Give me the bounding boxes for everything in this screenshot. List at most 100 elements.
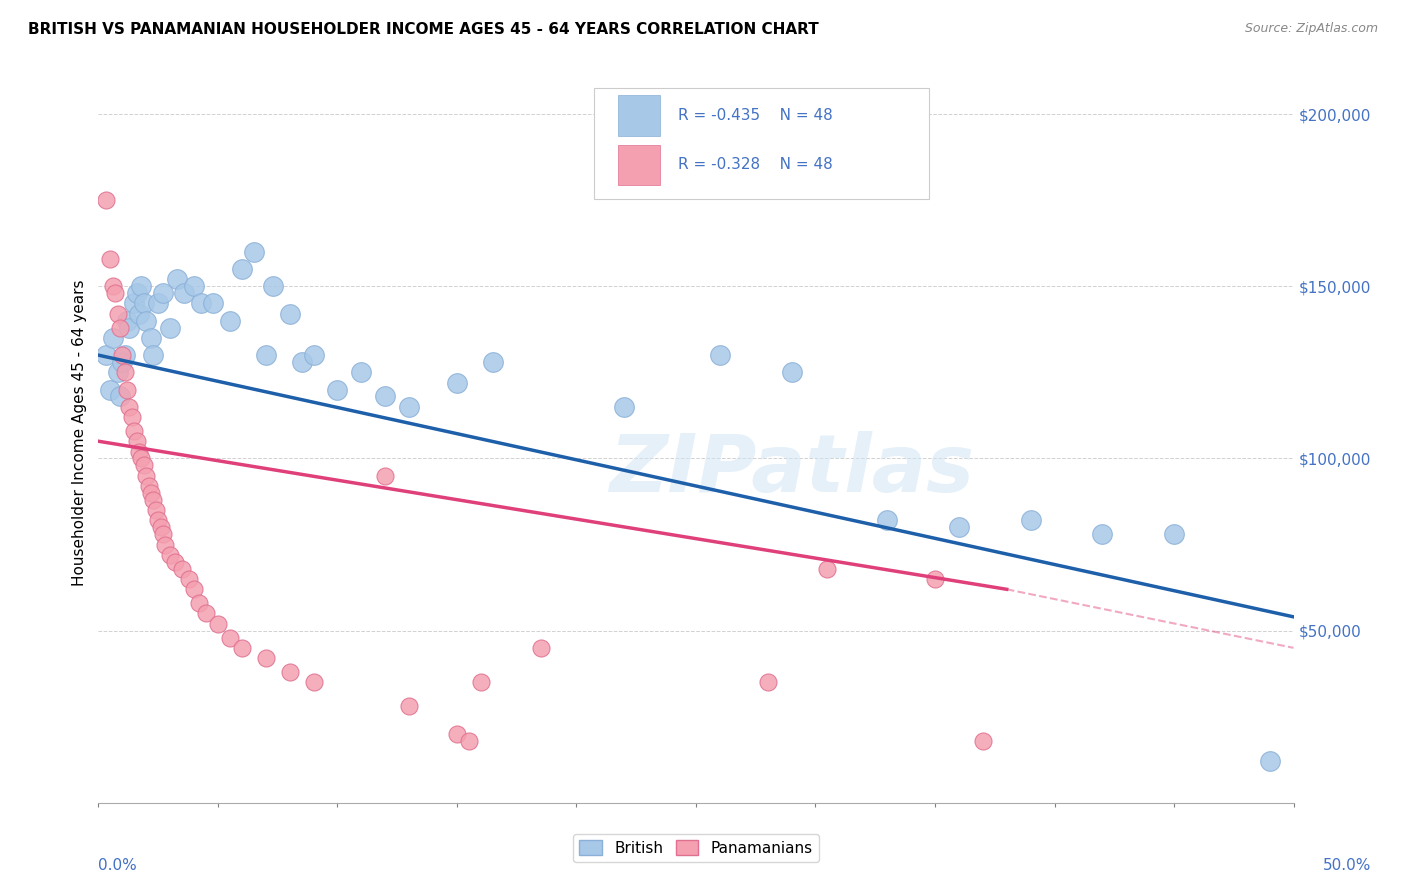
Point [350,365,373,379]
FancyBboxPatch shape [619,145,661,186]
Point [470,675,492,690]
Point [302,675,325,690]
Point [291,355,314,369]
Point [139,486,162,500]
Point [101,331,124,345]
Point [1258,755,1281,769]
Point [145,503,167,517]
Point [1019,513,1042,527]
Point [398,699,420,714]
Point [132,296,155,310]
Point [155,537,177,551]
Point [173,286,195,301]
Point [179,572,201,586]
Point [149,520,172,534]
Legend: British, Panamanians: British, Panamanians [574,834,818,862]
Point [207,616,229,631]
Text: ZIPatlas: ZIPatlas [609,431,974,508]
Text: R = -0.328    N = 48: R = -0.328 N = 48 [678,158,832,172]
Point [398,400,420,414]
Point [132,458,155,473]
Point [202,296,225,310]
Point [104,286,127,301]
Point [530,640,553,655]
Point [148,513,170,527]
Point [924,572,946,586]
Point [94,193,117,207]
Point [458,734,481,748]
Point [948,520,970,534]
Text: 50.0%: 50.0% [1323,858,1371,873]
Y-axis label: Householder Income Ages 45 - 64 years: Householder Income Ages 45 - 64 years [72,279,87,586]
Point [114,365,136,379]
Point [613,400,636,414]
Point [152,286,174,301]
FancyBboxPatch shape [595,88,929,200]
Point [108,320,131,334]
Point [163,555,186,569]
Point [446,727,468,741]
Point [139,331,162,345]
Point [111,348,134,362]
Point [231,640,253,655]
Point [138,479,160,493]
Point [756,675,779,690]
Text: 0.0%: 0.0% [98,858,138,873]
Point [111,355,134,369]
Point [94,348,117,362]
Point [115,383,138,397]
Point [142,348,165,362]
Point [1091,527,1114,541]
Point [302,348,325,362]
Point [187,596,209,610]
Point [118,320,141,334]
Point [115,314,138,328]
Point [107,365,129,379]
Point [183,279,205,293]
Point [278,665,301,679]
Point [1163,527,1185,541]
Point [152,527,174,541]
Point [446,376,468,390]
Point [972,734,994,748]
Text: BRITISH VS PANAMANIAN HOUSEHOLDER INCOME AGES 45 - 64 YEARS CORRELATION CHART: BRITISH VS PANAMANIAN HOUSEHOLDER INCOME… [28,22,818,37]
Point [124,424,146,438]
Point [374,389,396,403]
Point [231,262,253,277]
Point [876,513,898,527]
Point [98,383,122,397]
Point [131,279,153,293]
Point [159,548,181,562]
Point [254,348,277,362]
Point [124,296,146,310]
Point [780,365,803,379]
Text: Source: ZipAtlas.com: Source: ZipAtlas.com [1244,22,1378,36]
Point [326,383,349,397]
Point [243,244,266,259]
Point [219,631,242,645]
Point [128,307,150,321]
Point [219,314,242,328]
Point [159,320,181,334]
Point [183,582,205,597]
Point [709,348,731,362]
Point [262,279,284,293]
Point [121,410,143,425]
Point [254,651,277,665]
Point [98,252,122,266]
Point [481,355,505,369]
Point [142,492,165,507]
Point [135,314,157,328]
Point [125,434,148,449]
Point [172,561,194,575]
Point [131,451,153,466]
Point [118,400,141,414]
Point [135,468,157,483]
Point [166,272,188,286]
Point [128,444,150,458]
Point [374,468,396,483]
Point [107,307,129,321]
Text: R = -0.435    N = 48: R = -0.435 N = 48 [678,108,832,123]
Point [148,296,170,310]
Point [108,389,131,403]
